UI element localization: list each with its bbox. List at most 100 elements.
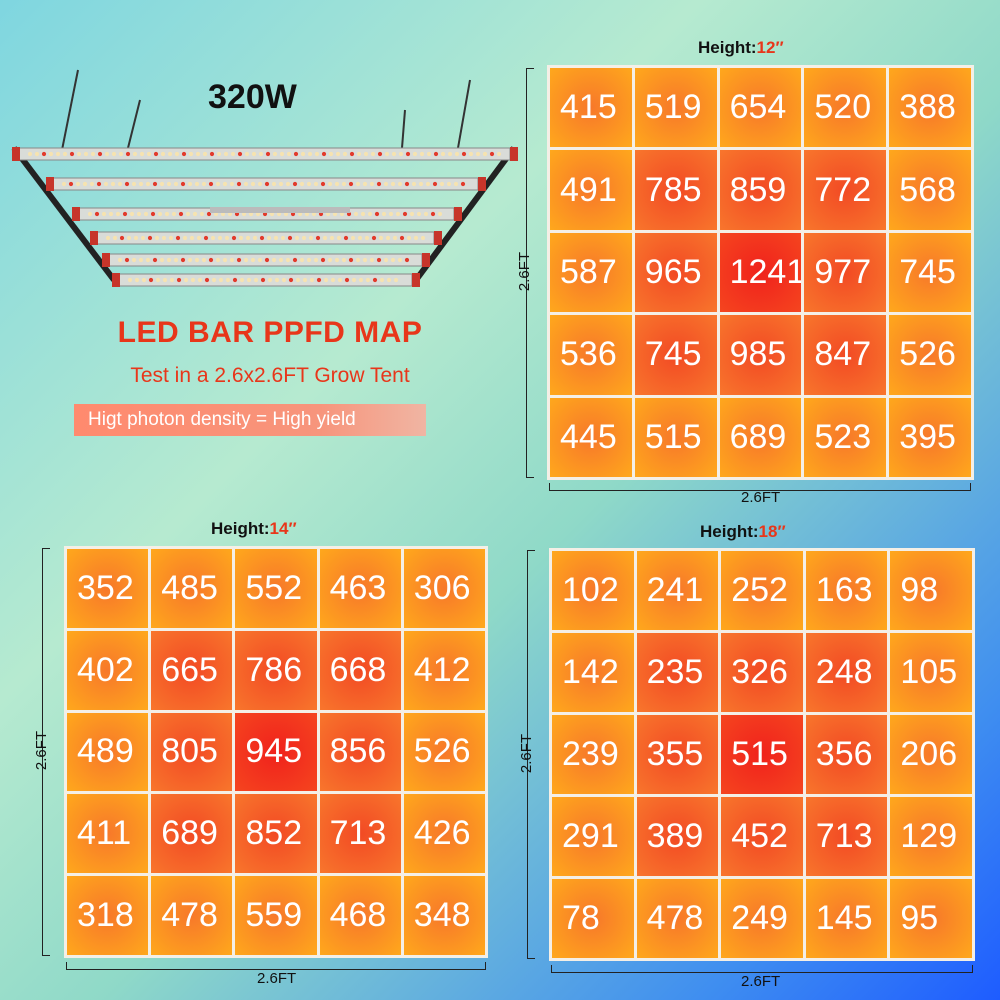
ppfd-cell-12-r2-c2: 785	[634, 150, 717, 230]
ppfd-cell-12-r3-c1: 587	[550, 232, 632, 313]
ppfd-cell-12-r5-c5: 395	[889, 397, 971, 477]
ppfd-cell-12-r5-c1: 445	[550, 397, 632, 477]
ppfd-cell-12-r5-c2: 515	[634, 397, 717, 477]
ppfd-cell-14-r3-c3: 945	[235, 712, 317, 792]
ppfd-cell-14-r1-c3: 552	[235, 549, 317, 628]
map-12-y-axis-line	[526, 68, 534, 478]
led-bar-fixture-icon	[11, 69, 518, 287]
ppfd-cell-14-r1-c2: 485	[151, 549, 233, 628]
ppfd-cell-12-r2-c5: 568	[889, 150, 971, 230]
ppfd-cell-14-r5-c5: 348	[403, 876, 485, 955]
ppfd-cell-18-r1-c3: 252	[721, 551, 803, 630]
map-18-x-axis-label: 2.6FT	[741, 973, 781, 990]
ppfd-cell-18-r5-c5: 95	[890, 879, 972, 958]
ppfd-cell-18-r4-c1: 291	[552, 797, 634, 876]
ppfd-cell-12-r4-c2: 745	[634, 315, 717, 395]
ppfd-cell-12-r4-c4: 847	[804, 315, 887, 395]
ppfd-cell-18-r2-c5: 105	[890, 633, 972, 712]
ppfd-cell-12-r1-c1: 415	[550, 68, 632, 148]
map-14-x-axis-line	[66, 962, 486, 970]
map-12-x-axis-line	[549, 483, 971, 491]
map-18-height-prefix: Height:	[700, 522, 759, 541]
tagline-banner: Higt photon density = High yield	[74, 404, 426, 436]
ppfd-cell-18-r2-c2: 235	[636, 633, 719, 712]
ppfd-cell-12-r1-c2: 519	[634, 68, 717, 148]
ppfd-map-14: 352 485 552 463 306 402 665 786 668 412 489 805 945 8…	[64, 546, 488, 958]
ppfd-cell-18-r5-c1: 78	[552, 879, 634, 958]
ppfd-cell-18-r5-c2: 478	[636, 879, 719, 958]
map-14-height-value: 14″	[269, 519, 297, 538]
page-title: LED BAR PPFD MAP	[117, 316, 423, 349]
ppfd-cell-18-r5-c4: 145	[805, 879, 888, 958]
ppfd-cell-14-r4-c2: 689	[151, 794, 233, 874]
ppfd-cell-18-r1-c1: 102	[552, 551, 634, 630]
ppfd-cell-12-r2-c4: 772	[804, 150, 887, 230]
ppfd-cell-12-r4-c5: 526	[889, 315, 971, 395]
ppfd-cell-18-r3-c2: 355	[636, 715, 719, 794]
ppfd-cell-14-r1-c1: 352	[67, 549, 149, 628]
led-bar-4	[95, 231, 435, 245]
ppfd-cell-14-r5-c3: 559	[235, 876, 317, 955]
ppfd-cell-18-r4-c2: 389	[636, 797, 719, 876]
map-14-height-label: Height:14″	[211, 519, 297, 539]
ppfd-cell-14-r4-c4: 713	[319, 794, 401, 874]
ppfd-cell-12-r3-c3: 1241	[719, 232, 802, 313]
wattage-label: 320W	[208, 78, 297, 116]
map-12-height-label: Height:12″	[698, 38, 784, 58]
map-12-height-value: 12″	[756, 38, 784, 57]
map-18-height-label: Height:18″	[700, 522, 786, 542]
ppfd-cell-18-r3-c1: 239	[552, 715, 634, 794]
ppfd-map-18: 102 241 252 163 98 142 235 326 248 105 239 355 515 35…	[549, 548, 975, 961]
ppfd-cell-14-r5-c1: 318	[67, 876, 149, 955]
ppfd-cell-14-r3-c1: 489	[67, 712, 149, 792]
page-subtitle: Test in a 2.6x2.6FT Grow Tent	[130, 364, 410, 387]
ppfd-cell-18-r5-c3: 249	[721, 879, 803, 958]
map-18-height-value: 18″	[758, 522, 786, 541]
ppfd-cell-12-r5-c4: 523	[804, 397, 887, 477]
ppfd-cell-12-r4-c1: 536	[550, 315, 632, 395]
ppfd-cell-14-r2-c2: 665	[151, 630, 233, 710]
ppfd-map-12: 415 519 654 520 388 491 785 859 772 568 587 965 1241…	[547, 65, 974, 480]
ppfd-cell-14-r2-c4: 668	[319, 630, 401, 710]
ppfd-cell-18-r2-c4: 248	[805, 633, 888, 712]
ppfd-cell-12-r3-c2: 965	[634, 232, 717, 313]
ppfd-cell-18-r4-c5: 129	[890, 797, 972, 876]
ppfd-cell-12-r4-c3: 985	[719, 315, 802, 395]
ppfd-cell-14-r5-c2: 478	[151, 876, 233, 955]
ppfd-cell-14-r3-c2: 805	[151, 712, 233, 792]
ppfd-cell-12-r3-c5: 745	[889, 232, 971, 313]
ppfd-cell-18-r2-c1: 142	[552, 633, 634, 712]
ppfd-cell-14-r1-c5: 306	[403, 549, 485, 628]
ppfd-cell-14-r3-c5: 526	[403, 712, 485, 792]
ppfd-cell-18-r1-c5: 98	[890, 551, 972, 630]
ppfd-cell-18-r3-c5: 206	[890, 715, 972, 794]
ppfd-cell-12-r1-c5: 388	[889, 68, 971, 148]
map-12-x-axis-label: 2.6FT	[741, 489, 781, 506]
map-14-x-axis-label: 2.6FT	[257, 970, 297, 987]
led-bar-fixture-image	[10, 60, 520, 300]
ppfd-cell-12-r1-c4: 520	[804, 68, 887, 148]
ppfd-cell-12-r2-c1: 491	[550, 150, 632, 230]
ppfd-cell-18-r3-c4: 356	[805, 715, 888, 794]
ppfd-cell-18-r2-c3: 326	[721, 633, 803, 712]
map-18-y-axis-line	[527, 550, 535, 959]
ppfd-cell-14-r5-c4: 468	[319, 876, 401, 955]
ppfd-cell-18-r3-c3: 515	[721, 715, 803, 794]
ppfd-cell-12-r3-c4: 977	[804, 232, 887, 313]
ppfd-cell-14-r2-c1: 402	[67, 630, 149, 710]
map-18-x-axis-line	[551, 965, 973, 973]
ppfd-cell-14-r3-c4: 856	[319, 712, 401, 792]
ppfd-cell-14-r2-c3: 786	[235, 630, 317, 710]
map-14-y-axis-label: 2.6FT	[33, 730, 51, 771]
ppfd-cell-18-r4-c3: 452	[721, 797, 803, 876]
ppfd-cell-14-r1-c4: 463	[319, 549, 401, 628]
ppfd-cell-14-r4-c1: 411	[67, 794, 149, 874]
ppfd-cell-18-r1-c4: 163	[805, 551, 888, 630]
map-12-y-axis-label: 2.6FT	[516, 251, 534, 292]
ppfd-cell-12-r2-c3: 859	[719, 150, 802, 230]
ppfd-cell-14-r4-c5: 426	[403, 794, 485, 874]
ppfd-cell-18-r1-c2: 241	[636, 551, 719, 630]
ppfd-cell-14-r4-c3: 852	[235, 794, 317, 874]
ppfd-cell-12-r5-c3: 689	[719, 397, 802, 477]
ppfd-cell-14-r2-c5: 412	[403, 630, 485, 710]
